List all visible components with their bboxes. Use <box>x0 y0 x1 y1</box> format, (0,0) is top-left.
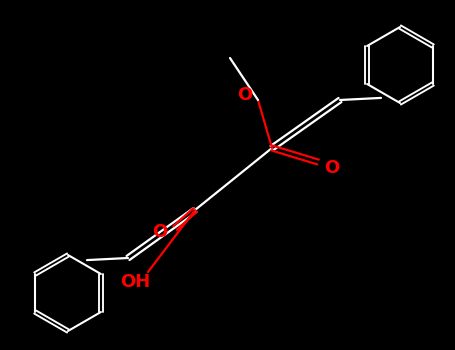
Text: O: O <box>324 159 339 177</box>
Text: OH: OH <box>120 273 150 291</box>
Text: O: O <box>238 86 253 104</box>
Text: O: O <box>152 223 167 241</box>
